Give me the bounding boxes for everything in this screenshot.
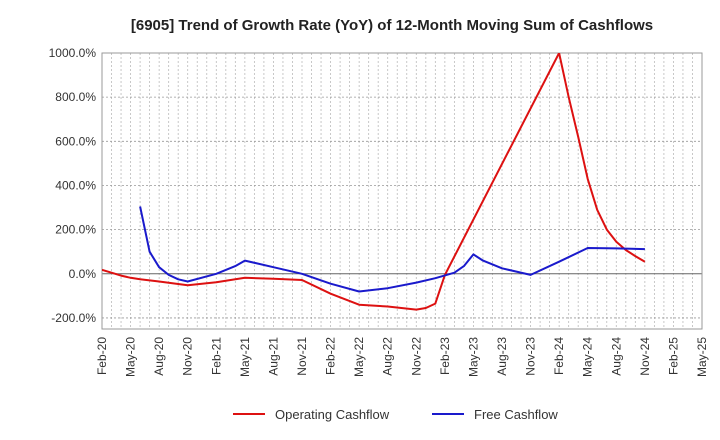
- y-tick-label: 1000.0%: [49, 46, 97, 60]
- chart-title: [6905] Trend of Growth Rate (YoY) of 12-…: [131, 17, 653, 34]
- x-tick-label: Nov-20: [181, 337, 195, 376]
- y-tick-label: -200.0%: [51, 311, 96, 325]
- legend: Operating Cashflow Free Cashflow: [233, 407, 558, 422]
- x-tick-label: Aug-23: [495, 337, 509, 376]
- y-axis-ticks: -200.0% 0.0% 200.0% 400.0% 600.0% 800.0% 1000.…: [49, 46, 97, 325]
- x-tick-label: Aug-24: [609, 337, 623, 376]
- x-tick-label: May-25: [695, 337, 709, 377]
- series-lines: [102, 53, 646, 311]
- x-tick-label: Aug-21: [266, 337, 280, 376]
- x-tick-label: May-20: [124, 337, 138, 377]
- x-tick-label: Aug-20: [152, 337, 166, 376]
- y-tick-label: 200.0%: [55, 223, 96, 237]
- x-tick-label: Feb-23: [438, 337, 452, 375]
- x-tick-label: Feb-21: [209, 337, 223, 375]
- y-tick-label: 800.0%: [55, 90, 96, 104]
- y-tick-label: 600.0%: [55, 134, 96, 148]
- legend-label: Free Cashflow: [474, 407, 558, 422]
- y-tick-label: 0.0%: [69, 267, 97, 281]
- x-tick-label: Aug-22: [381, 337, 395, 376]
- series-line-0: [102, 53, 646, 311]
- x-tick-label: Nov-21: [295, 337, 309, 376]
- y-tick-label: 400.0%: [55, 178, 96, 192]
- x-tick-label: May-21: [238, 337, 252, 377]
- x-tick-label: May-24: [581, 337, 595, 377]
- x-tick-label: Feb-25: [666, 337, 680, 375]
- x-tick-label: May-23: [466, 337, 480, 377]
- series-line-1: [139, 206, 645, 293]
- x-tick-label: Nov-22: [409, 337, 423, 376]
- x-tick-label: Feb-20: [95, 337, 109, 375]
- x-axis-ticks: Feb-20 May-20 Aug-20 Nov-20 Feb-21 May-21 Aug-…: [95, 337, 709, 377]
- x-tick-label: May-22: [352, 337, 366, 377]
- x-tick-label: Feb-24: [552, 337, 566, 375]
- plot-area: [101, 52, 703, 330]
- grid-lines: [101, 52, 703, 329]
- legend-label: Operating Cashflow: [275, 407, 390, 422]
- x-tick-label: Nov-23: [524, 337, 538, 376]
- x-tick-label: Nov-24: [638, 337, 652, 376]
- x-tick-label: Feb-22: [324, 337, 338, 375]
